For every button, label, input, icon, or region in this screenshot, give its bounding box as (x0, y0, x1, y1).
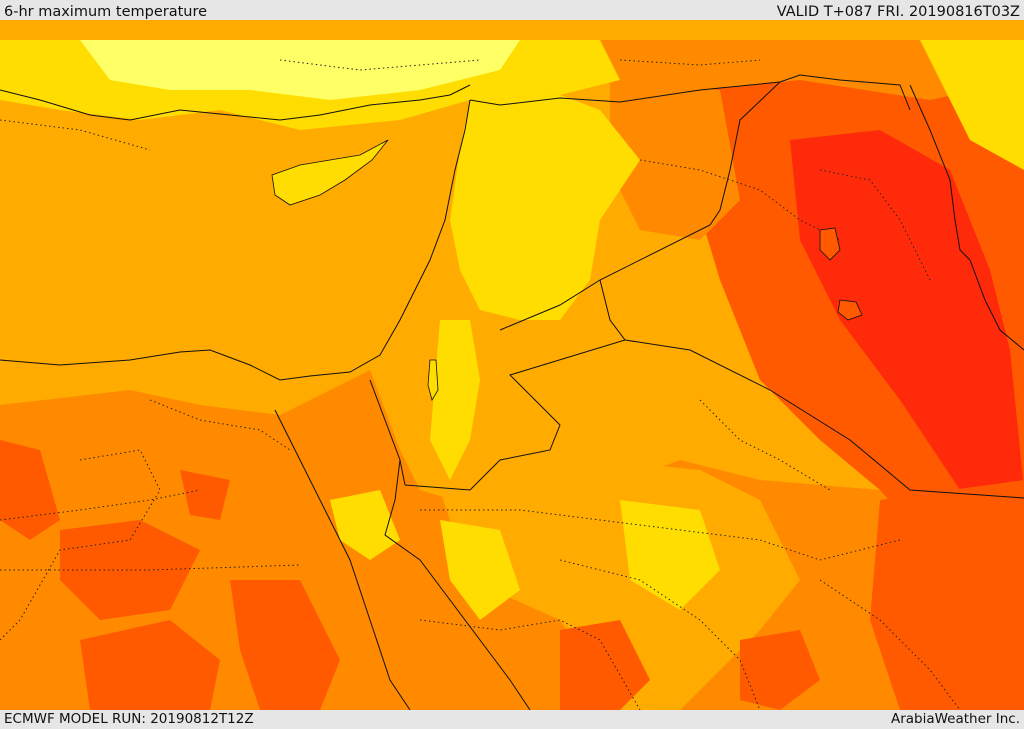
temp-zone-syria-orange (610, 80, 740, 240)
temp-zone-s-arabia-dark (740, 630, 820, 710)
syria-turkey-border (469, 74, 911, 111)
iraq-iran-border (909, 84, 971, 261)
footer-bar: ECMWF MODEL RUN: 20190812T12Z ArabiaWeat… (0, 710, 1024, 729)
dead-sea-outline (427, 359, 439, 402)
syria-iraq-border (499, 81, 781, 331)
model-run: ECMWF MODEL RUN: 20190812T12Z (4, 711, 254, 727)
temp-zone-se-dark (870, 480, 1024, 710)
temp-zone-egypt-dark-4 (230, 580, 340, 710)
map-title: 6-hr maximum temperature (4, 4, 208, 20)
admin-boundaries (0, 59, 961, 710)
tharthar-lake (819, 227, 841, 261)
temp-zone-ne-corner-yellow (920, 40, 1024, 170)
temp-zone-egypt-dark-1 (0, 440, 60, 540)
mediterranean-coastline (0, 99, 471, 381)
temperature-map (0, 20, 1024, 710)
gulf-of-aqaba-coast (384, 459, 531, 710)
temp-zone-east-red (790, 130, 1024, 490)
egypt-israel-border (369, 379, 406, 486)
valid-time: VALID T+087 FRI. 20190816T03Z (776, 4, 1020, 20)
temp-zone-sinai-yellow (330, 490, 400, 560)
saudi-iraq-border (624, 339, 1024, 499)
temp-zone-arabia-light (440, 460, 800, 710)
temp-zone-turkey-pale (80, 40, 520, 100)
temp-zone-hejaz-yellow (440, 520, 520, 620)
temp-zone-ne-orange (600, 40, 1024, 100)
temp-zone-egypt-dark-5 (180, 470, 230, 520)
temp-zone-arabia-light-2 (470, 320, 700, 460)
temp-zone-sw-arabia-dark (560, 620, 650, 710)
credit: ArabiaWeather Inc. (890, 711, 1020, 727)
turkey-coastline (0, 84, 471, 121)
persian-gulf-coastline (969, 259, 1024, 351)
razzaza-lake (837, 299, 863, 321)
temp-zone-jordan-valley-yellow (430, 320, 480, 480)
temp-zone-levant-yellow (450, 95, 640, 320)
gulf-of-suez-coast (274, 409, 411, 710)
temp-zone-central-yellow (620, 500, 720, 610)
header-bar: 6-hr maximum temperature VALID T+087 FRI… (0, 0, 1024, 20)
jordan-border (404, 279, 626, 491)
cyprus-island (271, 139, 389, 206)
temp-zone-egypt-dark-3 (80, 620, 220, 710)
